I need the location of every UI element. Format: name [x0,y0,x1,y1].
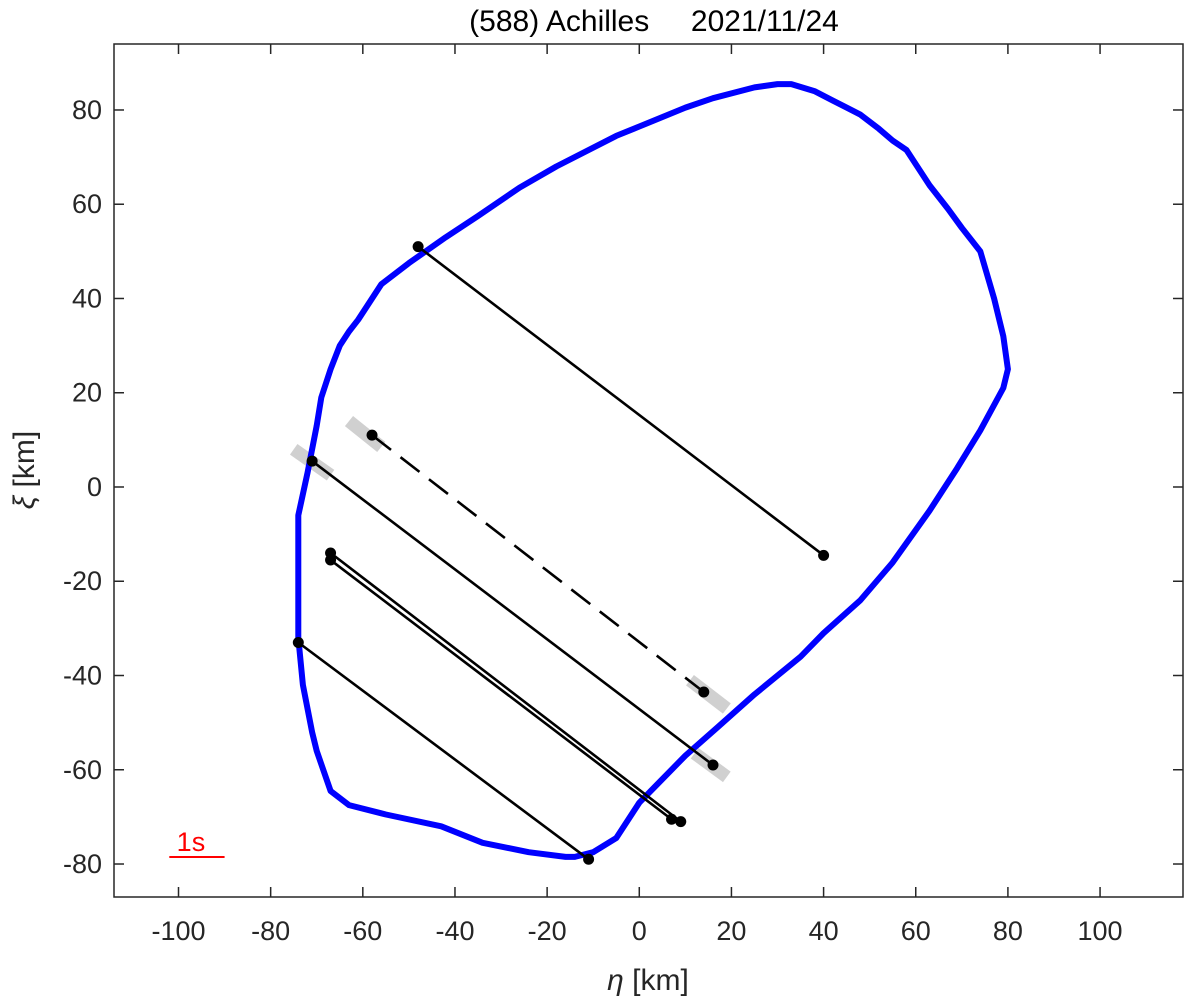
x-tick-label: -80 [251,916,290,946]
chord-line [297,641,590,861]
chord-endpoint [818,549,830,561]
chord-endpoint [306,455,318,467]
chord-line [371,434,705,694]
chart-title: (588) Achilles 2021/11/24 [469,5,839,38]
x-tick-label: 20 [716,916,746,946]
x-tick-label: -20 [528,916,567,946]
x-tick-label: -40 [435,916,474,946]
x-tick-label: 60 [901,916,931,946]
chord-line [329,559,673,821]
x-tick-label: -60 [343,916,382,946]
x-axis-symbol: η [607,964,624,997]
x-tick-label: -100 [151,916,205,946]
y-tick-label: 20 [72,378,102,408]
chord-endpoint [707,759,719,771]
scale-bar-label: 1s [177,827,206,857]
y-tick-label: 60 [72,189,102,219]
chord-endpoint [666,813,678,825]
plot-frame [113,43,1184,898]
uncertainty-bands [289,415,731,783]
y-tick-label: -20 [63,566,102,596]
profile-outline [295,81,1011,860]
chord-endpoint [325,554,337,566]
chord-line [329,551,682,823]
y-axis-label: ξ [km] [8,431,41,509]
y-tick-label: 40 [72,283,102,313]
scale-bar: 1s [169,827,225,858]
x-axis-ticks: -100 -80 -60 -40 -20 0 20 40 60 80 100 [151,44,1123,946]
uncertainty-band [344,415,386,453]
y-tick-label: 0 [87,472,102,502]
profile-outline-group [295,81,1011,860]
x-tick-label: 100 [1078,916,1123,946]
chord-endpoint [583,853,595,865]
chord-endpoint [366,429,378,441]
x-tick-label: 80 [993,916,1023,946]
y-tick-label: -80 [63,849,102,879]
y-axis-symbol: ξ [8,494,41,509]
y-tick-label: 80 [72,95,102,125]
chord-line [311,460,714,767]
x-axis-unit: [km] [624,964,689,997]
chord-endpoint [675,816,687,828]
chord-line [417,245,825,557]
chords-group [292,241,830,865]
x-tick-label: 0 [632,916,647,946]
x-tick-label: 40 [809,916,839,946]
y-axis-unit: [km] [8,431,41,496]
chord-endpoint [698,686,710,698]
chord-endpoint [292,637,304,649]
x-axis-label: η [km] [607,964,689,997]
y-tick-label: -40 [63,661,102,691]
y-axis-ticks: -80 -60 -40 -20 0 20 40 60 80 [63,95,1183,879]
y-tick-label: -60 [63,755,102,785]
chord-endpoint [412,241,424,253]
